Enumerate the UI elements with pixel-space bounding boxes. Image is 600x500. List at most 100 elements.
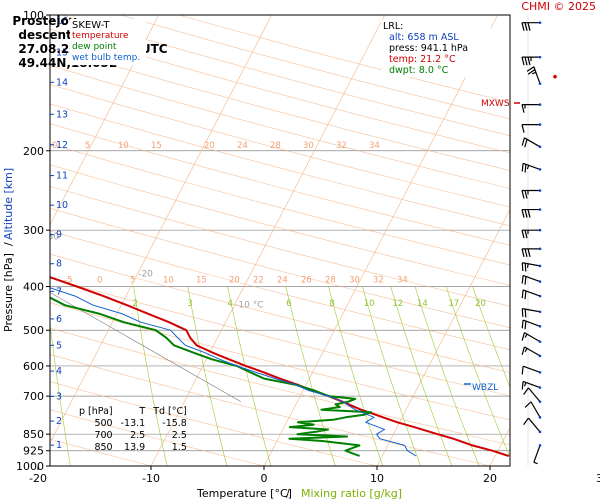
theta-label: 0 <box>97 276 102 286</box>
wind-barb-dot <box>538 123 542 126</box>
wind-barb <box>521 262 542 272</box>
mixing-ratio-line <box>187 286 228 466</box>
wind-barb-flag <box>521 56 525 66</box>
km-tick-label: 13 <box>56 109 68 120</box>
level-table-head-t: T <box>139 406 146 417</box>
y-tick-label: 400 <box>23 281 44 294</box>
wind-barb-dot <box>538 324 542 328</box>
wind-barb-flag <box>524 164 527 173</box>
dry-adiabat-line <box>50 143 510 266</box>
legend-item-wetbulb: wet bulb temp. <box>72 53 141 63</box>
mixing-ratio-label: 3 <box>187 299 192 309</box>
wind-barb-dot <box>538 400 542 403</box>
isotherm-line <box>263 15 498 466</box>
wind-barb-flag <box>523 387 529 395</box>
km-tick-label: 8 <box>56 259 62 270</box>
wind-barb-flag <box>527 22 531 31</box>
wind-barb-dot <box>538 371 542 374</box>
mixing-ratio-line <box>285 286 336 466</box>
km-tick-label: 7 <box>56 286 62 297</box>
x-tick-label: 30 <box>596 472 600 485</box>
wind-barb-flag <box>527 209 531 218</box>
mixing-ratio-line <box>445 286 510 458</box>
wind-barb <box>521 55 542 66</box>
wind-barb <box>521 365 542 375</box>
lrl-dwpt: dwpt: 8.0 °C <box>389 65 449 76</box>
legend-item-temperature: temperature <box>72 31 129 41</box>
wind-barb-dot <box>538 168 542 171</box>
theta-label: 5 <box>85 141 90 151</box>
x-axis-label: Temperature [°C] <box>196 487 292 500</box>
theta-label: 28 <box>270 141 281 151</box>
wind-barb-flag <box>521 381 524 390</box>
wind-barb <box>521 346 542 358</box>
lrl-press: press: 941.1 hPa <box>389 43 469 54</box>
wind-barb-dot <box>538 416 542 419</box>
wind-barb-flag <box>524 401 532 408</box>
y-axis-label: Pressure [hPa] <box>2 253 15 332</box>
legend-item-dewpoint: dew point <box>72 42 117 52</box>
table-row: 500 -13.1 -15.8 <box>75 418 191 430</box>
wind-barb <box>523 417 542 434</box>
theta-label: 26 <box>301 276 312 286</box>
table-cell: 500 <box>94 418 113 429</box>
wind-barb <box>521 123 542 133</box>
theta-label: 20 <box>229 276 240 286</box>
wind-barb-dot <box>538 247 542 251</box>
km-tick-label: 10 <box>56 200 68 211</box>
series-line-wetbulb <box>50 287 417 457</box>
mxws-label: MXWS <box>481 99 510 109</box>
wind-barb-half <box>526 165 530 170</box>
isotherm-label: -20 <box>138 269 153 279</box>
wind-barb-flag <box>524 321 527 330</box>
wind-barb-half <box>526 263 529 268</box>
table-cell: 2.5 <box>130 430 146 441</box>
mixing-ratio-line <box>390 286 453 466</box>
table-row: 850 13.9 1.5 <box>75 442 191 454</box>
plot-frame <box>49 14 511 467</box>
mixing-ratio-label: 1 <box>44 299 49 309</box>
wind-barb-dot <box>538 55 542 59</box>
theta-label: 22 <box>253 276 264 286</box>
wind-barb <box>521 380 542 390</box>
wind-barb-flag <box>524 230 528 239</box>
level-table: p [hPa] T Td [°C] 500 -13.1 -15.8 700 2.… <box>75 406 191 454</box>
x-tick-label: 0 <box>261 472 268 485</box>
dry-adiabat-line <box>50 164 510 286</box>
wind-barb-half <box>533 461 538 465</box>
km-tick-label: 2 <box>56 416 62 427</box>
wind-barb <box>521 308 542 318</box>
wind-barb-staff <box>533 445 541 463</box>
wind-barb-dot <box>538 103 542 106</box>
level-table-head-p: p [hPa] <box>79 406 113 417</box>
dry-adiabat-line <box>50 84 510 208</box>
wind-barb-flag <box>524 139 528 148</box>
wind-barb-dot <box>538 340 542 343</box>
mixing-ratio-label: 10 <box>364 299 375 309</box>
wind-barb <box>521 228 542 239</box>
dry-adiabat-line <box>50 381 378 466</box>
mixing-ratio-line <box>227 286 272 466</box>
series-line-temperature <box>50 276 510 457</box>
wind-barb-flag <box>521 248 525 257</box>
mixing-ratio-label: 14 <box>417 299 428 309</box>
table-cell: 1.5 <box>171 442 187 453</box>
theta-label: 32 <box>373 276 384 286</box>
km-tick-label: 14 <box>56 77 68 88</box>
y-tick-label: 700 <box>23 390 44 403</box>
dry-adiabat-line <box>50 327 510 446</box>
mixing-ratio-label: 4 <box>227 299 232 309</box>
wind-barb-flag <box>521 230 525 239</box>
y-tick-label: 1000 <box>16 460 44 473</box>
wind-barb-flag <box>524 56 528 66</box>
wind-barb-flag <box>521 366 524 375</box>
wind-barb-flag <box>521 346 525 355</box>
wind-barb <box>521 319 542 330</box>
wind-barb-dot <box>538 444 542 447</box>
reference-line <box>50 292 241 402</box>
plot-background <box>50 15 510 466</box>
theta-label: -5 <box>64 276 72 286</box>
table-cell: -13.1 <box>120 418 146 429</box>
wind-barb-dot <box>538 386 542 389</box>
